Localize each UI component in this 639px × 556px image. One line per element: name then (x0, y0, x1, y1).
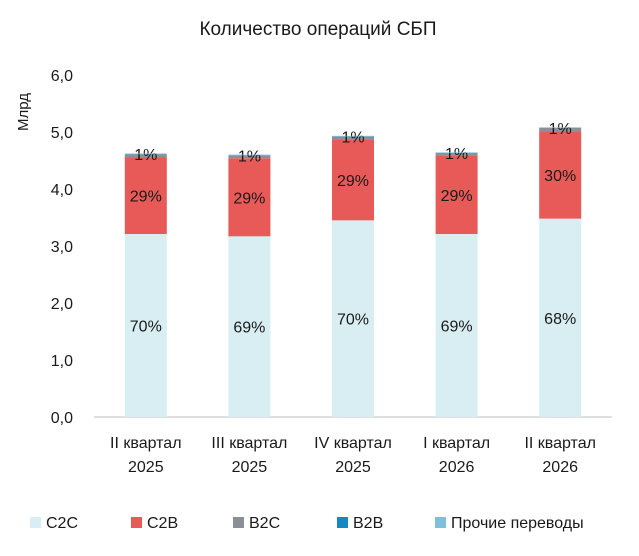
x-tick-label: 2026 (542, 459, 578, 476)
x-tick-label: 2025 (335, 459, 371, 476)
y-tick-label: 6,0 (51, 68, 73, 85)
bar-segment-прочие-переводы (332, 135, 374, 137)
legend-swatch (233, 517, 244, 528)
y-tick-label: 3,0 (51, 239, 73, 256)
bars: 70% 29% 1% 69% 29% 1% 70% 29% 1% 69% 29% 1% 68% 30% 1% (124, 121, 582, 417)
y-axis-ticks: 0,0 1,0 2,0 3,0 4,0 5,0 6,0 (51, 68, 73, 427)
x-tick-label: 2025 (232, 459, 268, 476)
data-label: 29% (337, 173, 369, 190)
x-tick-label: 2026 (439, 459, 475, 476)
bar-segment-c2b (332, 139, 374, 221)
legend-label: B2B (353, 515, 383, 532)
data-label: 1% (549, 121, 572, 138)
legend-swatch (131, 517, 142, 528)
bar-segment-b2c (228, 155, 271, 159)
data-label: 1% (238, 148, 261, 165)
y-tick-label: 5,0 (51, 125, 73, 142)
x-tick-label: II квартал (524, 435, 595, 452)
legend-label: Прочие переводы (451, 515, 584, 532)
bar-segment-прочие-переводы (124, 153, 167, 155)
bar-segment-b2c (332, 136, 374, 140)
data-label: 1% (134, 147, 157, 164)
data-label: 69% (441, 319, 473, 336)
data-label: 68% (544, 311, 576, 328)
data-label: 29% (130, 189, 162, 206)
bar-segment-c2c (332, 220, 374, 417)
bar-segment-b2c (539, 128, 582, 132)
y-tick-label: 4,0 (51, 182, 73, 199)
y-tick-label: 0,0 (51, 410, 73, 427)
legend-label: C2C (46, 515, 78, 532)
legend: C2C C2B B2C B2B Прочие переводы (30, 515, 584, 532)
data-label: 29% (233, 190, 265, 207)
y-axis-label: Млрд (15, 93, 32, 131)
data-label: 1% (445, 146, 468, 163)
x-tick-label: II квартал (110, 435, 181, 452)
bar-segment-b2c (435, 153, 478, 156)
bar-segment-c2c (539, 218, 582, 417)
legend-label: B2C (249, 515, 280, 532)
bar-segment-c2b (228, 158, 271, 237)
bar-segment-прочие-переводы (539, 127, 582, 128)
legend-label: C2B (147, 515, 178, 532)
x-tick-label: IV квартал (314, 435, 392, 452)
bar-segment-c2c (124, 234, 167, 417)
y-tick-label: 2,0 (51, 296, 73, 313)
bar-segment-c2b (124, 157, 167, 235)
x-axis-labels: II квартал 2025 III квартал 2025 IV квартал 2… (110, 435, 596, 476)
bar-segment-прочие-переводы (228, 154, 271, 156)
bar-segment-c2c (435, 234, 478, 417)
y-tick-label: 1,0 (51, 353, 73, 370)
legend-swatch (435, 517, 446, 528)
data-label: 1% (341, 130, 364, 147)
data-label: 29% (441, 188, 473, 205)
bar-segment-прочие-переводы (435, 152, 478, 153)
bar-segment-c2b (435, 155, 478, 235)
x-tick-label: 2025 (128, 459, 164, 476)
bar-segment-b2c (124, 154, 167, 158)
bar-segment-c2b (539, 131, 582, 219)
data-label: 30% (544, 168, 576, 185)
data-label: 70% (337, 312, 369, 329)
chart-title: Количество операций СБП (199, 19, 436, 40)
legend-swatch (30, 517, 41, 528)
data-label: 69% (233, 320, 265, 337)
x-tick-label: III квартал (211, 435, 287, 452)
data-label: 70% (130, 319, 162, 336)
legend-swatch (337, 517, 348, 528)
bar-segment-c2c (228, 236, 271, 417)
x-tick-label: I квартал (423, 435, 490, 452)
